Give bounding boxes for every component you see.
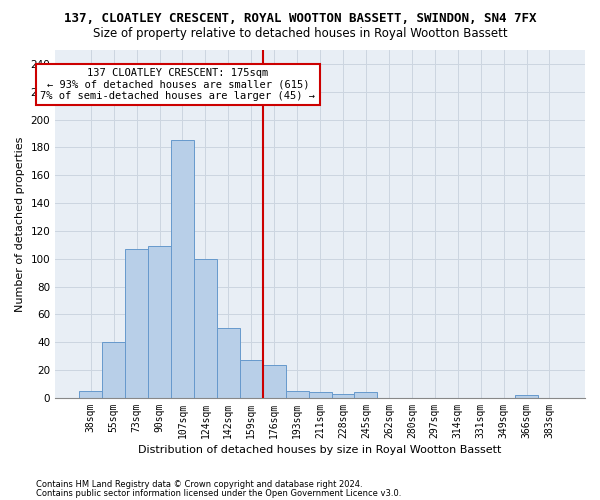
- Bar: [308, 392, 332, 398]
- Bar: [217, 328, 240, 398]
- Bar: [355, 392, 377, 398]
- Bar: [148, 246, 171, 398]
- Bar: [332, 394, 355, 398]
- Bar: [286, 391, 308, 398]
- Bar: [194, 259, 217, 398]
- Bar: [79, 391, 102, 398]
- Bar: [171, 140, 194, 398]
- Text: Contains HM Land Registry data © Crown copyright and database right 2024.: Contains HM Land Registry data © Crown c…: [36, 480, 362, 489]
- X-axis label: Distribution of detached houses by size in Royal Wootton Bassett: Distribution of detached houses by size …: [139, 445, 502, 455]
- Bar: [125, 249, 148, 398]
- Bar: [240, 360, 263, 398]
- Text: Contains public sector information licensed under the Open Government Licence v3: Contains public sector information licen…: [36, 488, 401, 498]
- Text: 137 CLOATLEY CRESCENT: 175sqm
← 93% of detached houses are smaller (615)
7% of s: 137 CLOATLEY CRESCENT: 175sqm ← 93% of d…: [40, 68, 316, 102]
- Text: Size of property relative to detached houses in Royal Wootton Bassett: Size of property relative to detached ho…: [92, 28, 508, 40]
- Text: 137, CLOATLEY CRESCENT, ROYAL WOOTTON BASSETT, SWINDON, SN4 7FX: 137, CLOATLEY CRESCENT, ROYAL WOOTTON BA…: [64, 12, 536, 26]
- Bar: [515, 395, 538, 398]
- Bar: [263, 364, 286, 398]
- Y-axis label: Number of detached properties: Number of detached properties: [15, 136, 25, 312]
- Bar: [102, 342, 125, 398]
